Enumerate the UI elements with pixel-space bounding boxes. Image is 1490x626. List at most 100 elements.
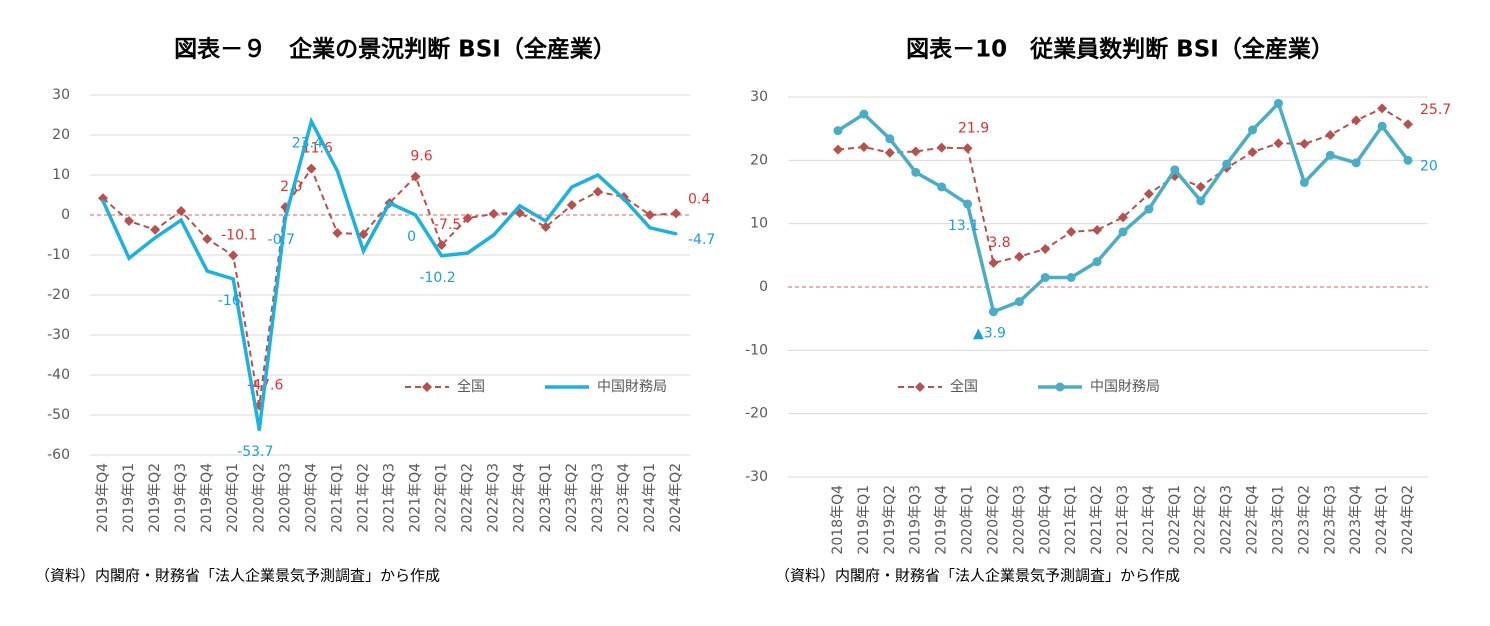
point xyxy=(622,197,626,201)
point xyxy=(1066,273,1076,282)
point xyxy=(127,256,131,260)
point xyxy=(1299,178,1309,187)
legend-marker xyxy=(915,382,925,392)
x-tick-label: 2019年Q1 xyxy=(856,485,872,555)
x-tick-label: 2024年Q1 xyxy=(1374,485,1390,555)
point xyxy=(518,204,522,208)
point xyxy=(202,234,213,244)
x-tick-label: 2024年Q2 xyxy=(668,463,684,533)
point xyxy=(1351,115,1362,126)
source-note: （資料）内閣府・財務省「法人企業景気予測調査」から作成 xyxy=(35,567,440,585)
point xyxy=(566,200,577,210)
point xyxy=(1377,121,1387,131)
x-tick-label: 2019年Q2 xyxy=(882,485,898,555)
y-tick-label: 30 xyxy=(52,87,70,103)
point xyxy=(1014,297,1024,307)
point xyxy=(1351,158,1361,168)
x-tick-label: 2019年Q1 xyxy=(121,463,137,533)
point xyxy=(1325,150,1335,160)
series-line xyxy=(102,166,677,406)
data-label: 23.4 xyxy=(292,135,323,151)
x-tick-label: 2020年Q2 xyxy=(251,463,267,533)
x-tick-label: 2023年Q2 xyxy=(564,463,580,533)
data-label: -16 xyxy=(218,293,241,309)
point xyxy=(671,208,681,219)
data-label: 21.9 xyxy=(958,120,989,136)
point xyxy=(1299,138,1310,149)
x-tick-label: 2022年Q4 xyxy=(512,463,528,533)
y-tick-label: -30 xyxy=(47,327,70,343)
x-tick-label: 2022年Q3 xyxy=(486,463,502,533)
point xyxy=(1118,227,1128,237)
point xyxy=(1325,130,1336,140)
point xyxy=(1092,225,1103,235)
point xyxy=(859,109,869,119)
point xyxy=(466,251,470,255)
point xyxy=(179,218,183,222)
point xyxy=(1195,181,1206,192)
legend-label: 全国 xyxy=(457,378,485,395)
point xyxy=(885,134,895,144)
x-tick-label: 2023年Q1 xyxy=(538,463,554,533)
point xyxy=(937,182,947,192)
point xyxy=(1377,103,1388,114)
y-tick-label: 20 xyxy=(750,152,768,168)
point xyxy=(257,428,261,432)
series-line xyxy=(837,100,1410,315)
point xyxy=(332,228,343,238)
data-label: 25.7 xyxy=(1420,102,1451,118)
data-label: -0.7 xyxy=(268,232,295,248)
y-tick-label: 30 xyxy=(750,89,768,105)
x-tick-label: 2018年Q4 xyxy=(830,485,846,555)
data-label: -53.7 xyxy=(237,444,273,460)
point xyxy=(936,142,947,153)
point xyxy=(1403,155,1413,165)
x-tick-label: 2021年Q1 xyxy=(1063,485,1079,555)
point xyxy=(205,269,209,273)
x-tick-label: 2023年Q1 xyxy=(1270,485,1286,555)
point xyxy=(544,219,548,223)
point xyxy=(570,185,574,189)
x-tick-label: 2019年Q4 xyxy=(199,463,215,533)
point xyxy=(988,307,998,317)
point xyxy=(306,163,317,174)
legend-marker xyxy=(422,382,432,392)
y-tick-label: -10 xyxy=(47,247,70,263)
x-tick-label: 2023年Q3 xyxy=(590,463,606,533)
data-label: 0 xyxy=(407,229,416,245)
point xyxy=(231,277,235,281)
data-label: -4.7 xyxy=(688,232,715,248)
x-tick-label: 2021年Q4 xyxy=(408,463,424,533)
x-tick-label: 2023年Q3 xyxy=(1322,485,1338,555)
x-tick-label: 2020年Q3 xyxy=(1011,485,1027,555)
x-tick-label: 2020年Q4 xyxy=(303,463,319,533)
x-tick-label: 2021年Q4 xyxy=(1141,485,1157,555)
point xyxy=(962,143,973,154)
point xyxy=(1273,138,1284,149)
point xyxy=(644,210,655,220)
x-tick-label: 2024年Q1 xyxy=(642,463,658,533)
x-tick-label: 2019年Q4 xyxy=(934,485,950,555)
series-line xyxy=(101,116,677,431)
x-tick-label: 2020年Q3 xyxy=(277,463,293,533)
point xyxy=(1118,212,1128,223)
point xyxy=(414,213,418,217)
point xyxy=(462,213,473,224)
point xyxy=(884,147,895,158)
point xyxy=(228,250,239,261)
point xyxy=(963,199,973,209)
point xyxy=(361,249,365,253)
data-label: 13.1 xyxy=(948,218,979,234)
point xyxy=(335,169,339,173)
data-label: -7.5 xyxy=(434,217,461,233)
point xyxy=(176,206,187,216)
y-tick-label: -40 xyxy=(47,367,70,383)
point xyxy=(1092,257,1102,267)
chart-title: 図表－10 従業員数判断 BSI（全産業） xyxy=(906,36,1334,63)
point xyxy=(833,144,843,155)
y-tick-label: -20 xyxy=(745,406,768,422)
point xyxy=(1143,188,1154,199)
point xyxy=(440,254,444,258)
y-tick-label: -20 xyxy=(47,287,70,303)
point xyxy=(988,257,999,268)
